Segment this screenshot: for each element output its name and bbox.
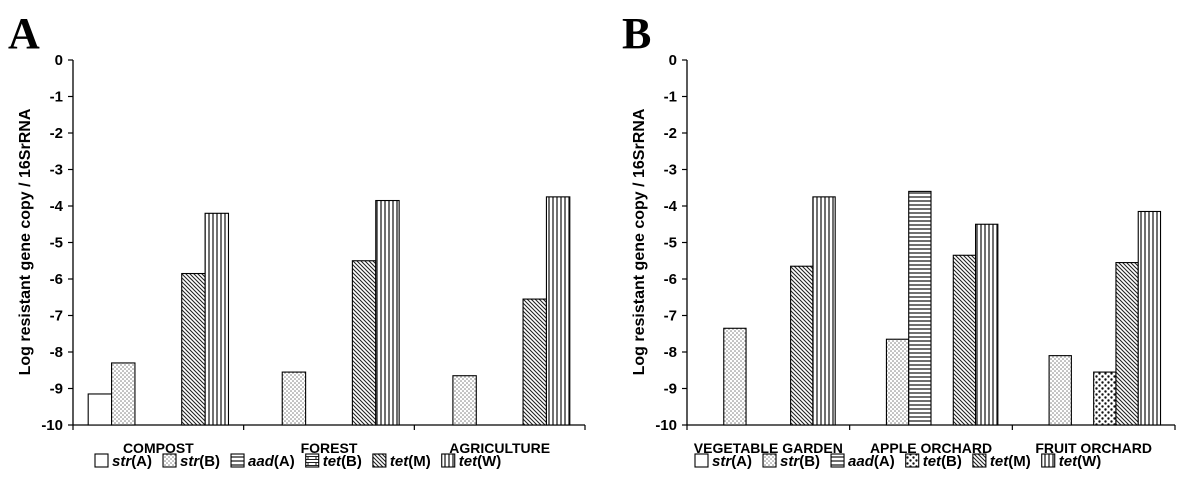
y-tick-label: -2	[50, 125, 63, 142]
legend-entry: aad(A)	[248, 453, 295, 470]
legend-entry: aad(A)	[848, 453, 895, 470]
bar-aada	[908, 190, 932, 426]
chart-panel-a: A Log resistant gene copy / 16SrRNA 0 -1 -…	[8, 9, 586, 470]
bar-tetw	[812, 196, 836, 426]
bar-tetw	[1137, 210, 1162, 426]
y-tick-label: -7	[50, 308, 63, 325]
legend-swatch	[162, 453, 177, 468]
legend-swatch	[905, 453, 920, 468]
bar-tetm	[522, 298, 547, 426]
bar-tetw	[375, 199, 400, 426]
legend-swatch	[972, 453, 987, 468]
legend-entry: str(A)	[112, 453, 152, 470]
legend-swatch	[694, 453, 709, 468]
panel-label-b: B	[622, 9, 651, 58]
legend-swatch	[372, 453, 387, 468]
legend-entry: str(B)	[780, 453, 820, 470]
legend: str(A) str(B) aad(A) tet(B) tet(M) tet(W)	[94, 453, 502, 470]
bar-tetb	[1093, 371, 1117, 426]
y-tick-label: -10	[41, 417, 63, 434]
legend-swatch	[441, 453, 456, 468]
bar-tetm	[351, 260, 377, 426]
bar-tetm	[952, 254, 977, 426]
legend-swatch	[230, 453, 245, 468]
legend-entry: tet(W)	[459, 453, 502, 470]
y-axis-label-b: Log resistant gene copy / 16SrRNA	[631, 108, 648, 375]
y-tick-label: -9	[50, 381, 63, 398]
legend-entry: tet(M)	[390, 453, 431, 470]
y-tick-label: -4	[50, 198, 64, 215]
legend-entry: tet(M)	[990, 453, 1031, 470]
bar-tetm	[790, 265, 814, 426]
plot-area-b: 0 -1 -2 -3 -4 -5 -6 -7 -8 -9 -10 VEGETABLE GARDEN AP…	[655, 52, 1176, 470]
y-tick-label: -3	[664, 162, 677, 179]
legend-entry: str(B)	[180, 453, 220, 470]
bar-strb	[1048, 355, 1072, 426]
y-tick-label: -8	[50, 344, 63, 361]
bar-stra	[87, 393, 113, 426]
y-tick-label: -5	[50, 235, 63, 252]
plot-area-a: 0 -1 -2 -3 -4 -5 -6 -7 -8 -9 -10 COMPOST FOREST AGRIC…	[41, 52, 586, 470]
category-label: AGRICULTURE	[449, 440, 550, 456]
bar-tetw	[975, 223, 999, 426]
bar-tetw	[545, 196, 571, 426]
y-tick-label: -5	[664, 235, 677, 252]
bar-tetw	[204, 212, 230, 426]
category-label: FRUIT ORCHARD	[1035, 440, 1152, 456]
y-tick-label: -3	[50, 162, 63, 179]
y-tick-label: -7	[664, 308, 677, 325]
category-label: VEGETABLE GARDEN	[694, 440, 843, 456]
y-tick-label: -4	[664, 198, 678, 215]
legend-swatch	[94, 453, 109, 468]
bar-strb	[111, 362, 136, 426]
category-label: APPLE ORCHARD	[870, 440, 992, 456]
legend: str(A) str(B) aad(A) tet(B) tet(M) tet(W)	[694, 453, 1102, 470]
legend-swatch	[830, 453, 845, 468]
legend-swatch	[305, 453, 320, 468]
y-tick-label: -10	[655, 417, 677, 434]
y-tick-label: -6	[50, 271, 63, 288]
y-tick-label: 0	[55, 52, 63, 69]
legend-swatch	[1041, 453, 1056, 468]
y-tick-label: -1	[50, 89, 63, 106]
y-tick-label: -2	[664, 125, 677, 142]
bar-strb	[452, 375, 477, 426]
bar-tetm	[181, 272, 206, 426]
y-tick-label: -9	[664, 381, 677, 398]
y-tick-label: -1	[664, 89, 677, 106]
bar-strb	[723, 327, 747, 426]
bar-strb	[885, 338, 910, 426]
y-tick-label: 0	[669, 52, 677, 69]
y-tick-label: -6	[664, 271, 677, 288]
panel-label-a: A	[8, 9, 40, 58]
y-axis-label-a: Log resistant gene copy / 16SrRNA	[17, 108, 34, 375]
bar-strb	[281, 371, 307, 426]
legend-entry: str(A)	[712, 453, 752, 470]
legend-entry: tet(B)	[923, 453, 962, 470]
legend-entry: tet(B)	[323, 453, 362, 470]
legend-entry: tet(W)	[1059, 453, 1102, 470]
category-label: COMPOST	[123, 440, 194, 456]
chart-panel-b: B Log resistant gene copy / 16SrRNA 0 -1 -…	[622, 9, 1176, 470]
y-tick-label: -8	[664, 344, 677, 361]
bar-tetm	[1115, 262, 1139, 426]
category-label: FOREST	[301, 440, 358, 456]
legend-swatch	[762, 453, 777, 468]
